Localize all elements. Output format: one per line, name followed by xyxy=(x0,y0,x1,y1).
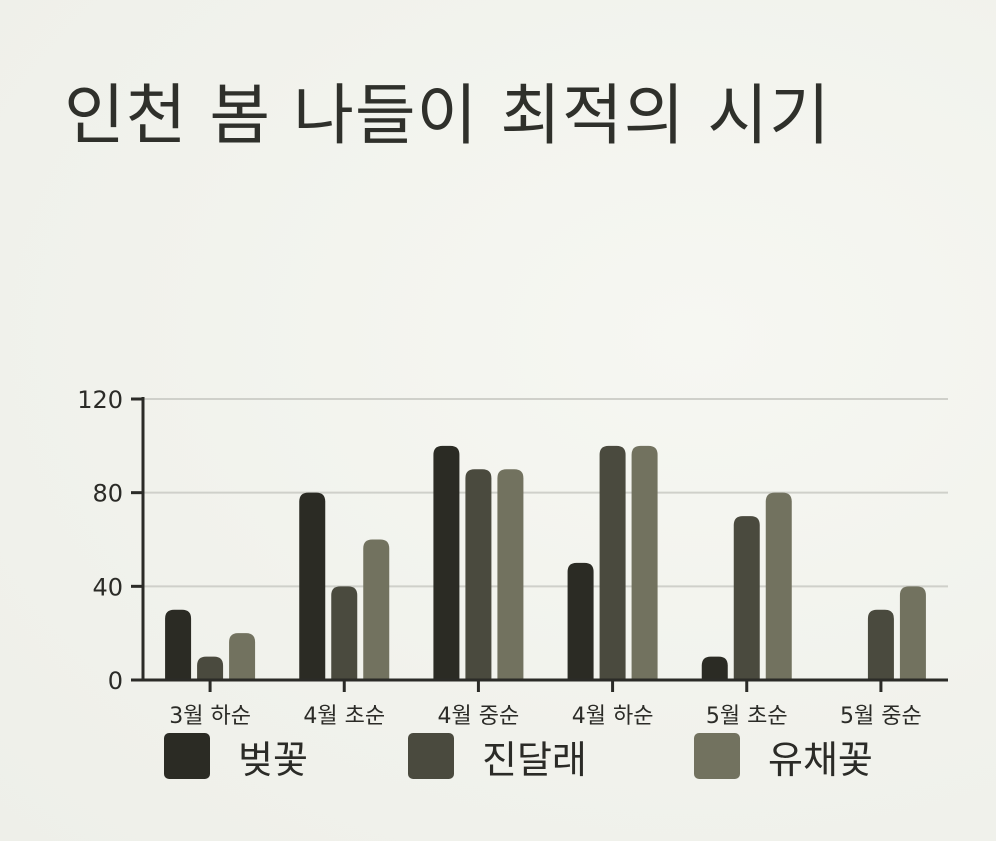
bar-series-1-cat-5 xyxy=(867,609,894,680)
x-tick-label-1: 4월 초순 xyxy=(303,704,385,729)
bar-series-1-cat-3 xyxy=(599,445,626,680)
axis-labels: 0 40 80 120 3월 하순 4월 초순 4월 중순 4월 하순 5월 초순 5월 중순 xyxy=(77,386,922,729)
legend-label-series-0: 벚꽃 xyxy=(238,737,308,782)
legend-label-series-1: 진달래 xyxy=(482,737,587,782)
legend-label-series-2: 유채꽃 xyxy=(768,737,873,782)
y-tick-label-3: 120 xyxy=(77,386,123,414)
bar-series-1-cat-0 xyxy=(197,656,224,680)
bar-series-0-cat-3 xyxy=(567,562,594,680)
legend-item-series-2: 유채꽃 xyxy=(694,731,873,782)
bar-series-1-cat-2 xyxy=(465,469,492,680)
x-tick-label-3: 4월 하순 xyxy=(572,704,654,729)
bar-series-0-cat-0 xyxy=(165,609,192,680)
x-tick-label-4: 5월 초순 xyxy=(706,704,788,729)
legend: 벚꽃 진달래 유채꽃 xyxy=(164,731,964,782)
bar-series-2-cat-0 xyxy=(229,633,256,680)
bar-series-0-cat-1 xyxy=(299,492,326,680)
bar-series-2-cat-4 xyxy=(765,492,792,680)
x-tick-label-2: 4월 중순 xyxy=(438,704,520,729)
x-tick-label-5: 5월 중순 xyxy=(840,704,922,729)
y-tick-label-0: 0 xyxy=(108,667,123,695)
bar-series-2-cat-1 xyxy=(363,539,390,680)
bar-series-2-cat-3 xyxy=(631,445,658,680)
bar-series-0-cat-2 xyxy=(433,445,460,680)
bar-series-2-cat-5 xyxy=(899,586,926,680)
axes xyxy=(131,397,948,692)
y-tick-label-1: 40 xyxy=(92,573,123,601)
legend-item-series-1: 진달래 xyxy=(408,731,587,782)
legend-swatch-series-1 xyxy=(408,733,454,779)
legend-swatch-series-0 xyxy=(164,733,210,779)
bar-series-0-cat-4 xyxy=(701,656,728,680)
x-tick-label-0: 3월 하순 xyxy=(169,704,251,729)
bar-series-2-cat-2 xyxy=(497,469,524,680)
bar-series-1-cat-4 xyxy=(733,516,760,680)
grid-lines xyxy=(143,398,948,588)
legend-item-series-0: 벚꽃 xyxy=(164,731,308,782)
bars xyxy=(165,445,926,680)
y-tick-label-2: 80 xyxy=(92,480,123,508)
chart-title: 인천 봄 나들이 최적의 시기 xyxy=(64,77,831,154)
legend-swatch-series-2 xyxy=(694,733,740,779)
bar-series-1-cat-1 xyxy=(331,586,358,680)
